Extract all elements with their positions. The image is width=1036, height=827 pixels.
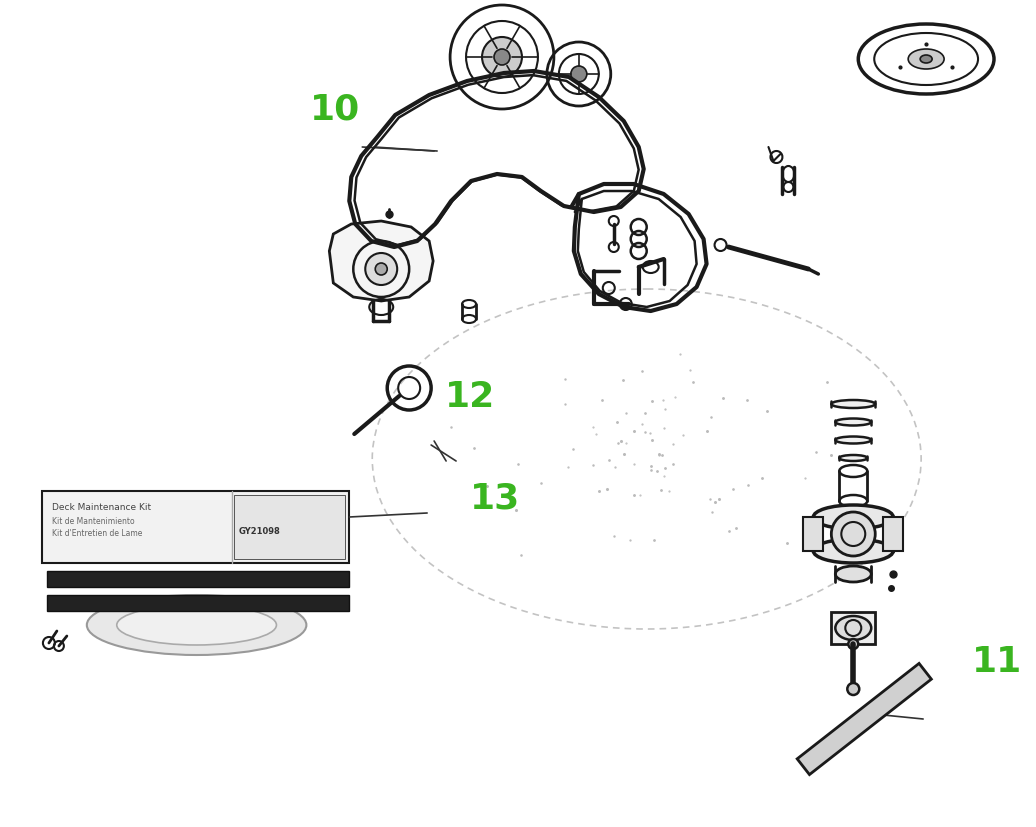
Ellipse shape bbox=[858, 713, 870, 725]
Ellipse shape bbox=[835, 566, 871, 582]
Ellipse shape bbox=[571, 67, 586, 83]
Polygon shape bbox=[329, 222, 433, 302]
Ellipse shape bbox=[192, 600, 204, 607]
Text: Deck Maintenance Kit: Deck Maintenance Kit bbox=[52, 502, 151, 511]
Ellipse shape bbox=[102, 576, 113, 583]
Ellipse shape bbox=[102, 600, 113, 607]
Text: 11: 11 bbox=[972, 644, 1023, 679]
Bar bbox=[47, 571, 349, 587]
Ellipse shape bbox=[813, 539, 893, 563]
Bar bbox=[47, 595, 349, 611]
Text: GY21098: GY21098 bbox=[238, 526, 281, 535]
Ellipse shape bbox=[366, 254, 397, 285]
Text: 10: 10 bbox=[310, 92, 359, 127]
Bar bbox=[831, 612, 875, 644]
Ellipse shape bbox=[813, 505, 893, 529]
Bar bbox=[41, 491, 349, 563]
Polygon shape bbox=[884, 518, 903, 552]
Ellipse shape bbox=[835, 437, 871, 444]
Ellipse shape bbox=[847, 683, 859, 696]
Text: 13: 13 bbox=[470, 480, 521, 515]
Ellipse shape bbox=[117, 605, 277, 645]
Text: Kit de Mantenimiento: Kit de Mantenimiento bbox=[52, 516, 135, 525]
Ellipse shape bbox=[835, 616, 871, 640]
Ellipse shape bbox=[839, 456, 867, 461]
Polygon shape bbox=[797, 663, 931, 775]
Ellipse shape bbox=[909, 50, 944, 70]
Ellipse shape bbox=[831, 400, 875, 409]
Text: Kit d'Entretien de Lame: Kit d'Entretien de Lame bbox=[52, 528, 142, 538]
Ellipse shape bbox=[375, 264, 387, 275]
Ellipse shape bbox=[920, 56, 932, 64]
Ellipse shape bbox=[192, 576, 204, 583]
Text: 12: 12 bbox=[445, 380, 495, 414]
Ellipse shape bbox=[831, 513, 875, 557]
Ellipse shape bbox=[848, 639, 858, 649]
Ellipse shape bbox=[837, 729, 848, 742]
Ellipse shape bbox=[283, 576, 295, 583]
Polygon shape bbox=[803, 518, 824, 552]
Ellipse shape bbox=[835, 419, 871, 426]
Bar bbox=[234, 495, 345, 559]
Ellipse shape bbox=[283, 600, 295, 607]
Ellipse shape bbox=[494, 50, 510, 66]
Ellipse shape bbox=[87, 595, 307, 655]
Ellipse shape bbox=[880, 696, 892, 709]
Ellipse shape bbox=[482, 38, 522, 78]
